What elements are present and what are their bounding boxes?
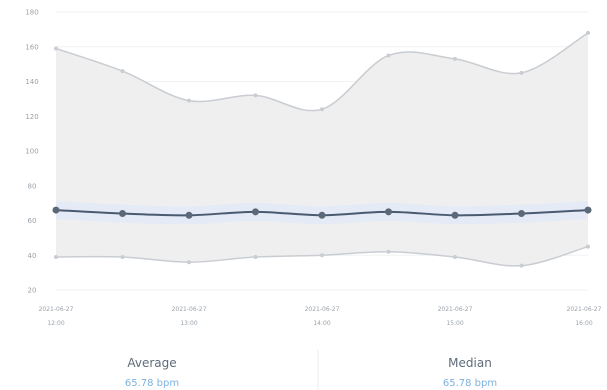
x-tick-label: 12:00 xyxy=(47,320,64,327)
x-axis-ticks: 2021-06-27 12:00 2021-06-27 13:00 2021-06-27… xyxy=(39,306,602,327)
y-tick-label: 120 xyxy=(25,113,38,121)
lower-point xyxy=(386,249,391,254)
y-tick-label: 80 xyxy=(28,182,37,190)
x-tick-label: 15:00 xyxy=(446,320,463,327)
lower-point xyxy=(54,254,58,259)
lower-point xyxy=(120,254,125,259)
x-tick-label: 2021-06-27 xyxy=(39,306,74,313)
y-tick-label: 180 xyxy=(25,9,38,17)
y-tick-label: 160 xyxy=(25,43,38,51)
average-label: Average xyxy=(127,356,176,370)
upper-point xyxy=(187,98,191,103)
average-point xyxy=(584,206,592,214)
x-tick-label: 13:00 xyxy=(180,320,197,327)
upper-point xyxy=(586,30,590,35)
stats-footer: Average 65.78 bpm Median 65.78 bpm xyxy=(125,350,497,390)
average-value: 65.78 bpm xyxy=(125,378,179,389)
upper-point xyxy=(453,56,457,61)
average-layer xyxy=(52,201,592,225)
x-tick-label: 2021-06-27 xyxy=(172,306,207,313)
upper-point xyxy=(386,53,391,58)
upper-point xyxy=(54,46,58,51)
x-tick-label: 16:00 xyxy=(575,320,592,327)
upper-point xyxy=(253,93,258,98)
lower-point xyxy=(320,253,324,258)
x-tick-label: 2021-06-27 xyxy=(305,306,340,313)
average-point xyxy=(185,211,193,219)
y-tick-label: 60 xyxy=(28,217,37,225)
median-label: Median xyxy=(448,356,492,370)
average-point xyxy=(119,210,126,218)
lower-point xyxy=(453,254,457,259)
upper-point xyxy=(120,69,125,74)
average-point xyxy=(52,206,60,214)
median-value: 65.78 bpm xyxy=(443,378,497,389)
lower-point xyxy=(187,260,191,265)
average-point xyxy=(451,211,459,219)
lower-point xyxy=(253,254,258,259)
average-point xyxy=(252,208,259,216)
x-tick-label: 2021-06-27 xyxy=(438,306,473,313)
y-tick-label: 100 xyxy=(25,148,38,156)
average-point xyxy=(318,211,326,219)
upper-point xyxy=(320,107,324,112)
y-tick-label: 40 xyxy=(28,252,37,260)
y-tick-label: 140 xyxy=(25,78,38,86)
lower-point xyxy=(586,244,590,249)
lower-point xyxy=(519,263,524,268)
x-tick-label: 2021-06-27 xyxy=(567,306,602,313)
range-band-layer xyxy=(54,30,590,268)
y-axis-ticks: 180 160 140 120 100 80 60 40 20 xyxy=(25,9,38,295)
upper-point xyxy=(519,70,524,75)
y-tick-label: 20 xyxy=(28,287,37,295)
range-band-area xyxy=(56,32,588,266)
x-tick-label: 14:00 xyxy=(313,320,330,327)
average-point xyxy=(385,208,392,216)
average-point xyxy=(518,210,525,218)
